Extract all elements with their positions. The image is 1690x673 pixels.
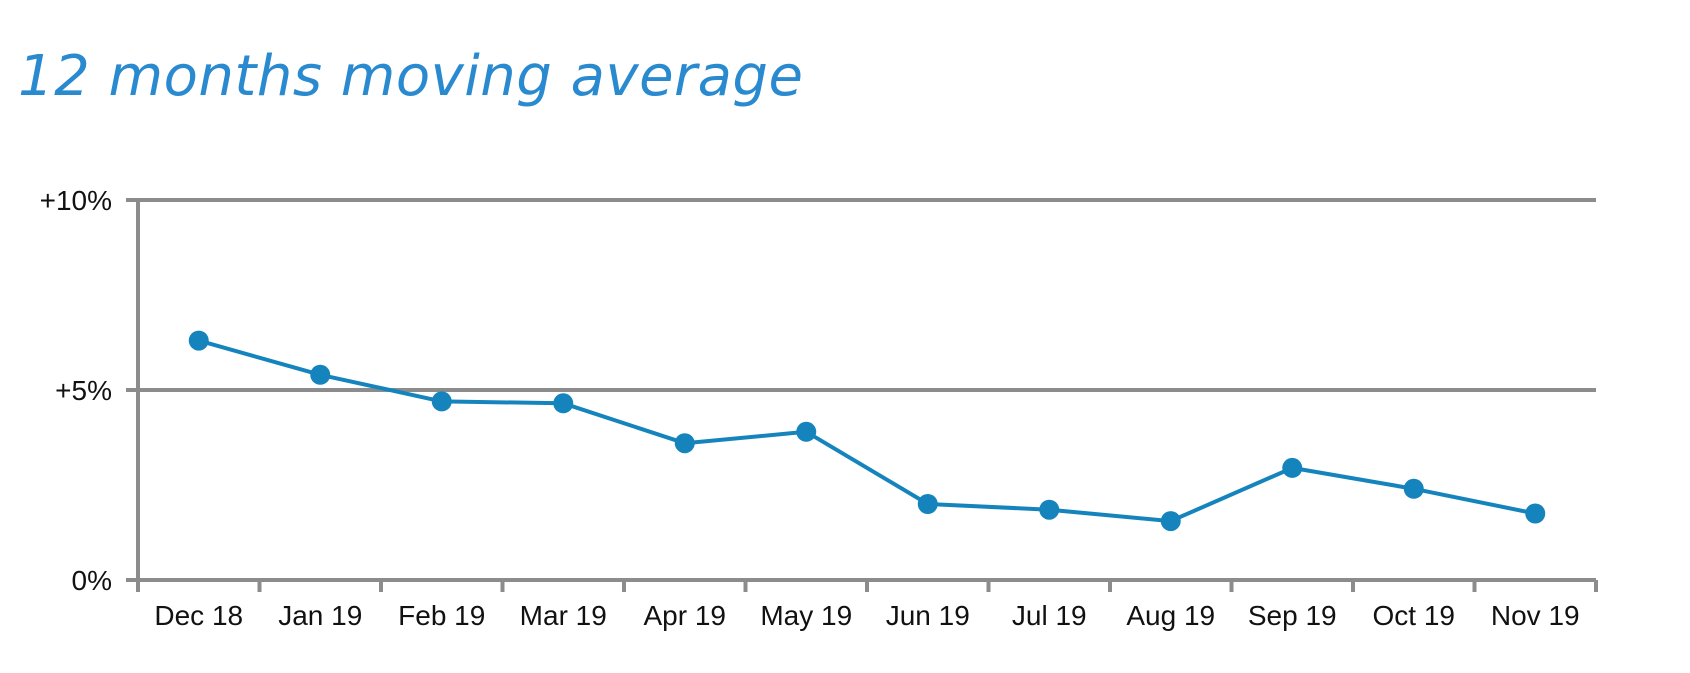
data-point [1282,457,1303,478]
axes [126,198,1598,592]
data-point [917,494,938,514]
x-tick-label: Sep 19 [1248,600,1337,631]
x-tick-label: Jan 19 [278,600,362,631]
data-point [674,433,695,454]
x-tick-label: Nov 19 [1491,600,1580,631]
data-point [1160,511,1181,532]
data-point [188,330,209,351]
x-tick-label: Jul 19 [1012,600,1087,631]
data-point [1039,499,1060,520]
y-tick-label: +5% [55,375,112,406]
series-layer [188,330,1546,532]
x-tick-label: Dec 18 [154,600,243,631]
x-tick-label: Jun 19 [886,600,970,631]
x-tick-label: Apr 19 [644,600,727,631]
y-tick-labels: 0% +5% +10% [40,185,112,596]
x-tick-label: May 19 [760,600,852,631]
x-tick-label: Aug 19 [1126,600,1215,631]
x-tick-label: Feb 19 [398,600,485,631]
x-tick-labels: Dec 18 Jan 19 Feb 19 Mar 19 Apr 19 May 19 Jun … [154,600,1579,631]
data-point [796,421,817,442]
data-point [1403,478,1424,499]
data-point [553,393,574,414]
data-point [1525,503,1546,524]
data-point [310,364,331,385]
y-tick-label: +10% [40,185,112,216]
x-tick-label: Oct 19 [1373,600,1455,631]
chart-title: 12 months moving average [18,44,804,109]
x-tick-label: Mar 19 [520,600,607,631]
grid-lines [138,198,1596,392]
y-tick-label: 0% [72,565,112,596]
series-line [198,338,1536,524]
data-point [431,391,452,412]
